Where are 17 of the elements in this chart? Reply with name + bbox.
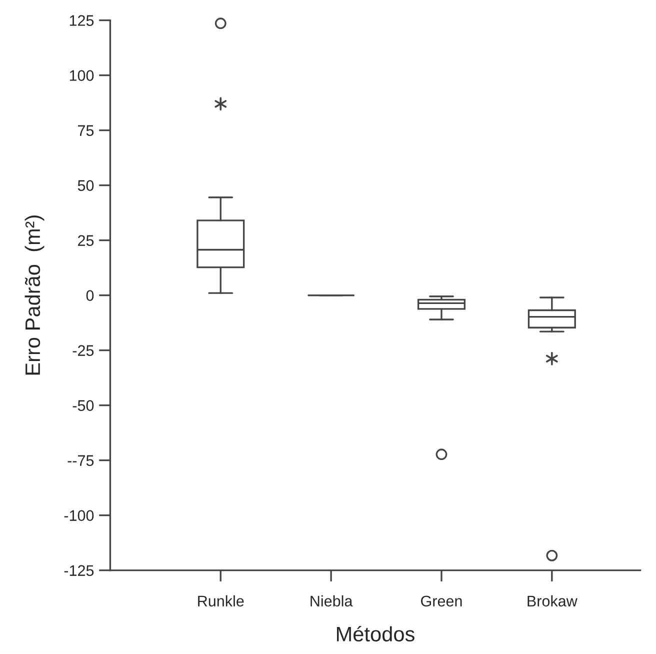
- y-tick-label: -100: [64, 510, 94, 521]
- y-tick-label: -50: [72, 400, 94, 411]
- y-tick-label: 75: [78, 125, 94, 136]
- x-tick-label: Niebla: [310, 595, 353, 607]
- y-tick-label: 100: [70, 70, 94, 81]
- y-tick-label: -25: [72, 345, 94, 356]
- x-axis-title: Métodos: [336, 626, 414, 642]
- y-tick-label: 50: [78, 180, 94, 191]
- y-axis-title: Erro Padrão (m²): [24, 216, 44, 375]
- x-tick-label: Green: [421, 596, 462, 607]
- y-tick-label: --75: [68, 455, 94, 466]
- y-tick-label: -125: [64, 565, 94, 576]
- y-tick-label: 25: [78, 235, 94, 246]
- y-tick-label: 0: [86, 290, 94, 301]
- y-tick-label: 125: [70, 15, 94, 26]
- x-tick-label: Runkle: [198, 595, 244, 607]
- x-tick-label: Brokaw: [528, 595, 578, 607]
